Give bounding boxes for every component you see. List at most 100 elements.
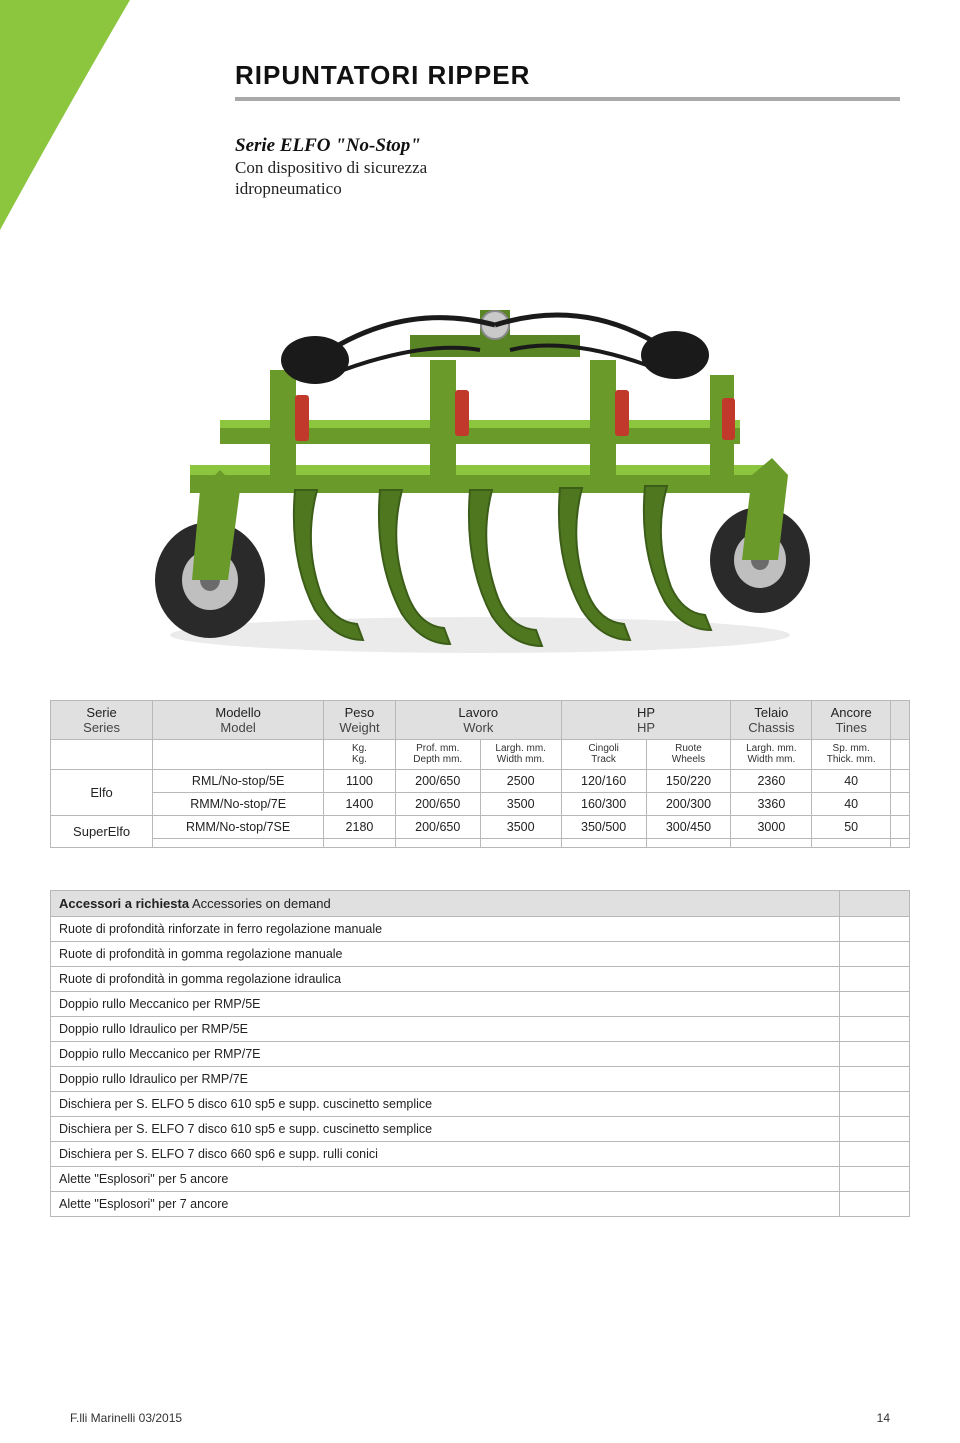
title-underline [235,97,900,101]
accessory-empty [840,941,910,966]
accessory-empty [840,916,910,941]
spec-cell: 50 [812,815,891,838]
spec-header-cell: PesoWeight [324,700,396,739]
accessory-empty [840,966,910,991]
accessory-row: Dischiera per S. ELFO 5 disco 610 sp5 e … [51,1091,910,1116]
spec-cell [480,838,561,847]
spec-cell: 300/450 [646,815,731,838]
spec-cell: 350/500 [561,815,646,838]
spec-cell [561,838,646,847]
accessory-label: Alette "Esplosori" per 7 ancore [51,1191,840,1216]
accessory-row: Alette "Esplosori" per 5 ancore [51,1166,910,1191]
accessory-row: Ruote di profondità rinforzate in ferro … [51,916,910,941]
spec-subheader-cell: Prof. mm.Depth mm. [395,739,480,769]
spec-cell [324,838,396,847]
spec-header-cell: ModelloModel [153,700,324,739]
spec-cell: 120/160 [561,769,646,792]
spec-cell: 200/300 [646,792,731,815]
footer-left: F.lli Marinelli 03/2015 [70,1411,182,1425]
spec-subheader-cell: RuoteWheels [646,739,731,769]
spec-cell: 150/220 [646,769,731,792]
spec-cell: 40 [812,769,891,792]
page-footer: F.lli Marinelli 03/2015 14 [70,1411,890,1425]
spec-cell: 160/300 [561,792,646,815]
spec-cell: 1100 [324,769,396,792]
accessory-label: Dischiera per S. ELFO 5 disco 610 sp5 e … [51,1091,840,1116]
accessory-empty [840,1066,910,1091]
accessory-empty [840,1166,910,1191]
accessories-container: Accessori a richiesta Accessories on dem… [50,890,910,1217]
spec-cell: 3000 [731,815,812,838]
spec-header-cell: HPHP [561,700,731,739]
spec-cell [812,838,891,847]
accessory-label: Alette "Esplosori" per 5 ancore [51,1166,840,1191]
spec-cell: 200/650 [395,792,480,815]
spec-cell: 40 [812,792,891,815]
accessories-header-empty [840,890,910,916]
spec-table-container: SerieSeriesModelloModelPesoWeightLavoroW… [50,700,910,848]
spec-cell: 1400 [324,792,396,815]
spec-cell [890,792,909,815]
accessory-empty [840,991,910,1016]
spec-subheader-cell [51,739,153,769]
accessory-empty [840,1041,910,1066]
spec-header-cell: SerieSeries [51,700,153,739]
spec-cell: 2500 [480,769,561,792]
accessory-row: Ruote di profondità in gomma regolazione… [51,966,910,991]
spec-cell: RML/No-stop/5E [153,769,324,792]
spec-row: SuperElfoRMM/No-stop/7SE2180200/65035003… [51,815,910,838]
accessory-label: Dischiera per S. ELFO 7 disco 660 sp6 e … [51,1141,840,1166]
accessory-row: Doppio rullo Idraulico per RMP/7E [51,1066,910,1091]
spec-header-cell [890,700,909,739]
spec-subheader-cell: Largh. mm.Width mm. [731,739,812,769]
subtitle-line1: Con dispositivo di sicurezza [235,157,900,178]
spec-row [51,838,910,847]
spec-cell [395,838,480,847]
spec-cell: 3360 [731,792,812,815]
accessory-label: Ruote di profondità in gomma regolazione… [51,941,840,966]
accessory-label: Doppio rullo Meccanico per RMP/5E [51,991,840,1016]
spec-cell [731,838,812,847]
product-illustration [120,240,840,670]
spec-header-cell: AncoreTines [812,700,891,739]
accessory-label: Doppio rullo Meccanico per RMP/7E [51,1041,840,1066]
accessories-table: Accessori a richiesta Accessories on dem… [50,890,910,1217]
spec-subheader-cell [153,739,324,769]
spec-header-cell: LavoroWork [395,700,561,739]
footer-page: 14 [877,1411,890,1425]
spec-row: ElfoRML/No-stop/5E1100200/6502500120/160… [51,769,910,792]
spec-cell: RMM/No-stop/7E [153,792,324,815]
spec-series-cell: Elfo [51,769,153,815]
accessory-label: Doppio rullo Idraulico per RMP/7E [51,1066,840,1091]
spec-subheader-cell [890,739,909,769]
accessory-row: Dischiera per S. ELFO 7 disco 660 sp6 e … [51,1141,910,1166]
accessory-empty [840,1141,910,1166]
accessory-row: Ruote di profondità in gomma regolazione… [51,941,910,966]
subtitle-line2: idropneumatico [235,178,900,199]
spec-series-cell: SuperElfo [51,815,153,847]
accessory-row: Doppio rullo Meccanico per RMP/7E [51,1041,910,1066]
accessory-row: Doppio rullo Meccanico per RMP/5E [51,991,910,1016]
spec-cell [890,838,909,847]
accessory-empty [840,1191,910,1216]
spec-row: RMM/No-stop/7E1400200/6503500160/300200/… [51,792,910,815]
spec-cell: 3500 [480,792,561,815]
spec-cell [890,769,909,792]
spec-cell: 3500 [480,815,561,838]
subtitle-heading: Serie ELFO "No-Stop" [235,135,900,157]
accessory-empty [840,1016,910,1041]
spec-cell: 200/650 [395,815,480,838]
spec-cell [646,838,731,847]
spec-cell: 2180 [324,815,396,838]
accessory-row: Dischiera per S. ELFO 7 disco 610 sp5 e … [51,1116,910,1141]
spec-table: SerieSeriesModelloModelPesoWeightLavoroW… [50,700,910,848]
accessory-row: Alette "Esplosori" per 7 ancore [51,1191,910,1216]
spec-cell: RMM/No-stop/7SE [153,815,324,838]
accessory-label: Dischiera per S. ELFO 7 disco 610 sp5 e … [51,1116,840,1141]
spec-cell [890,815,909,838]
accessory-empty [840,1091,910,1116]
spec-subheader-cell: Sp. mm.Thick. mm. [812,739,891,769]
spec-cell: 200/650 [395,769,480,792]
accessory-empty [840,1116,910,1141]
spec-header-cell: TelaioChassis [731,700,812,739]
